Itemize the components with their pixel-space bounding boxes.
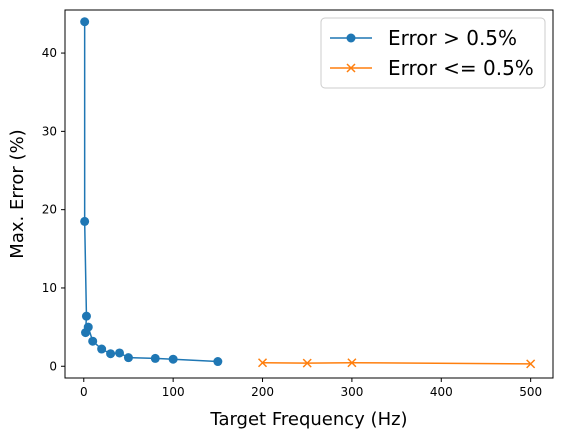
y-tick-label: 20 xyxy=(42,203,57,217)
legend-marker-circle-icon xyxy=(346,33,356,43)
data-point xyxy=(150,353,160,363)
legend-box xyxy=(320,17,546,89)
data-point xyxy=(526,359,536,369)
series-layer xyxy=(80,17,536,369)
legend-label-error-below: Error <= 0.5% xyxy=(388,56,534,80)
x-tick-label: 200 xyxy=(251,385,274,399)
y-tick-label: 30 xyxy=(42,124,57,138)
x-tick-label: 400 xyxy=(430,385,453,399)
data-point xyxy=(347,358,357,368)
x-axis-label: Target Frequency (Hz) xyxy=(209,409,407,430)
plot-frame xyxy=(64,9,554,379)
data-point xyxy=(97,344,107,354)
legend: Error > 0.5% Error <= 0.5% xyxy=(320,17,546,89)
data-point xyxy=(83,322,93,332)
data-point xyxy=(257,358,268,368)
x-tick-label: 0 xyxy=(80,385,88,399)
legend-item-error-above: Error > 0.5% xyxy=(330,26,517,50)
legend-marker-x-icon xyxy=(346,63,356,73)
data-point xyxy=(302,358,312,368)
y-tick-label: 40 xyxy=(42,46,57,60)
x-axis: 0 100 200 300 400 500 xyxy=(80,378,542,399)
data-point xyxy=(81,311,91,321)
legend-label-error-above: Error > 0.5% xyxy=(388,26,517,50)
data-point xyxy=(213,357,223,367)
data-point xyxy=(123,353,133,363)
y-tick-label: 0 xyxy=(49,359,57,373)
data-point xyxy=(88,336,98,346)
plot-area xyxy=(64,9,554,379)
x-tick-label: 300 xyxy=(340,385,363,399)
x-tick-label: 100 xyxy=(162,385,185,399)
y-axis: 0 10 20 30 40 xyxy=(42,46,65,373)
data-point xyxy=(80,17,90,27)
data-point xyxy=(106,349,116,359)
y-axis-label: Max. Error (%) xyxy=(7,129,28,258)
x-tick-label: 500 xyxy=(519,385,542,399)
data-point xyxy=(80,216,90,226)
series-line-1 xyxy=(262,361,531,365)
data-point xyxy=(115,348,125,358)
legend-item-error-below: Error <= 0.5% xyxy=(330,56,534,80)
y-tick-label: 10 xyxy=(42,281,57,295)
data-point xyxy=(168,354,178,364)
